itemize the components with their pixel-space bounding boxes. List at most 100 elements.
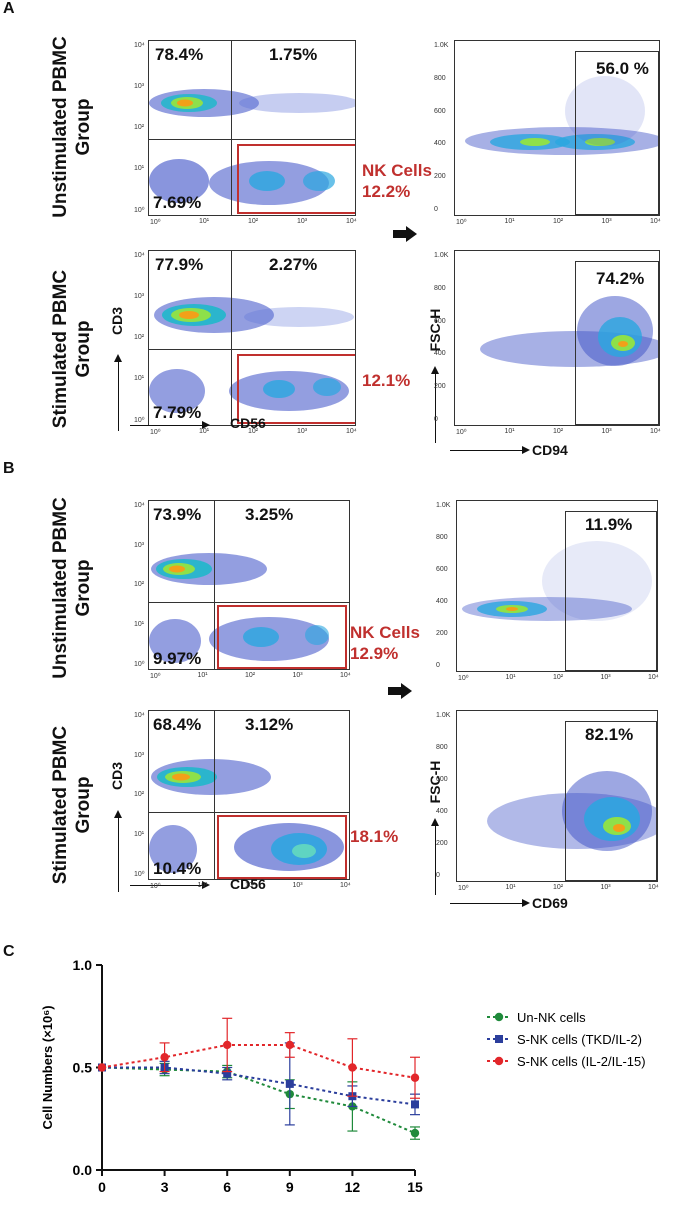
x-tick-label: 10³ — [600, 884, 611, 891]
nk-gate-b-unstim — [217, 605, 347, 669]
y-tick-label: 0 — [434, 416, 438, 423]
cd3-density — [149, 759, 344, 873]
cd94-label-a: CD94 — [532, 442, 568, 458]
y-tick-label: 10⁴ — [134, 502, 145, 509]
group-label-b-stim: Stimulated PBMC Group — [50, 725, 94, 885]
legend-marker — [494, 1056, 504, 1066]
x-tick-label: 10² — [245, 882, 256, 889]
data-point — [285, 1079, 294, 1088]
y-tick-label: 0 — [436, 662, 440, 669]
y-tick-label: 200 — [434, 173, 446, 181]
legend-marker — [494, 1012, 504, 1022]
group-label-a-unstim: Unstimulated PBMC Group — [50, 36, 94, 218]
x-tick-label: 10² — [553, 674, 564, 681]
y-tick-label: 10³ — [134, 541, 145, 549]
fsc-cd69-plot-b-unstim: 11.9% — [456, 500, 658, 672]
x-tick-label: 6 — [223, 1179, 231, 1195]
y-tick-label: 10⁴ — [134, 712, 145, 719]
y-tick-label: 0.0 — [73, 1162, 93, 1178]
y-tick-label: 10⁴ — [134, 42, 145, 49]
x-tick-label: 10⁰ — [150, 429, 161, 436]
y-tick-label: 200 — [434, 383, 446, 391]
y-tick-label: 10² — [134, 334, 145, 341]
legend-label: Un-NK cells — [517, 1010, 586, 1025]
y-tick-label: 10¹ — [134, 830, 145, 838]
cd56-arrow-b — [130, 881, 210, 889]
cd56-arrow-a — [130, 421, 210, 429]
y-tick-label: 10³ — [134, 83, 145, 90]
cd69-gate-b-unstim — [565, 511, 657, 671]
nk-label-a-stim: 12.1% — [362, 371, 411, 390]
data-point — [97, 1063, 107, 1072]
panel-c-letter: C — [3, 943, 15, 960]
x-tick-label: 10⁴ — [346, 428, 357, 435]
y-tick-label: 10² — [134, 124, 145, 131]
data-point — [223, 1069, 232, 1078]
series-line-1 — [102, 1066, 416, 1106]
x-tick-label: 10³ — [297, 428, 308, 435]
cd69-density — [487, 771, 657, 851]
panel-a-letter: A — [3, 0, 15, 17]
y-tick-label: 400 — [436, 808, 448, 815]
x-tick-label: 10¹ — [197, 882, 208, 889]
y-tick-label: 0.5 — [73, 1060, 93, 1076]
x-tick-label: 10⁴ — [648, 884, 659, 891]
data-point — [160, 1053, 169, 1062]
x-tick-label: 10³ — [297, 218, 308, 225]
cd94-density — [480, 296, 659, 367]
y-tick-label: 800 — [436, 744, 448, 751]
q-ul-b-stim: 68.4% — [153, 715, 202, 734]
x-tick-label: 10⁰ — [150, 883, 161, 890]
group-label-b-unstim: Unstimulated PBMC Group — [50, 497, 94, 679]
y-tick-label: 10⁰ — [134, 207, 145, 214]
y-tick-label: 10¹ — [134, 620, 145, 628]
y-tick-label: 600 — [436, 566, 448, 573]
group-label-a-stim: Stimulated PBMC Group — [50, 269, 94, 429]
x-tick-label: 10² — [248, 218, 259, 225]
y-tick-label: 200 — [436, 630, 448, 637]
y-tick-label: 10³ — [134, 751, 145, 759]
y-axis-label: Cell Numbers (×10⁶) — [40, 1005, 55, 1129]
x-tick-label: 12 — [345, 1179, 361, 1195]
cd94-gate-a-stim — [575, 261, 659, 425]
x-tick-label: 10⁴ — [340, 882, 351, 889]
y-tick-label: 10⁰ — [134, 661, 145, 668]
q-ll-b-unstim: 9.97% — [153, 649, 202, 668]
legend-marker — [495, 1035, 503, 1043]
nk-label-b-stim: 18.1% — [350, 827, 399, 846]
x-tick-label: 10¹ — [505, 674, 516, 681]
y-tick-label: 1.0K — [434, 252, 449, 259]
cd94-gate-a-unstim — [575, 51, 659, 215]
x-tick-label: 10⁰ — [150, 219, 161, 226]
x-tick-label: 10⁰ — [456, 429, 467, 436]
data-point — [285, 1040, 294, 1050]
y-tick-label: 800 — [434, 74, 446, 82]
cd94-density — [465, 76, 659, 155]
y-tick-label: 400 — [434, 140, 446, 148]
x-tick-label: 10² — [245, 672, 256, 679]
cd69-value-b-unstim: 11.9% — [585, 515, 633, 534]
x-tick-label: 10¹ — [505, 884, 516, 891]
x-tick-label: 10⁰ — [150, 673, 161, 680]
y-tick-label: 10⁴ — [134, 252, 145, 259]
q-ll-a-unstim: 7.69% — [153, 193, 202, 212]
x-tick-label: 10⁴ — [650, 428, 661, 435]
cd3-cd56-plot-b-unstim: 73.9% 3.25% 9.97% — [148, 500, 350, 670]
x-tick-label: 3 — [161, 1179, 169, 1195]
x-tick-label: 10² — [553, 884, 564, 891]
fsc-cd69-plot-b-stim: 82.1% — [456, 710, 658, 882]
x-tick-label: 9 — [286, 1179, 294, 1195]
cd3-density — [149, 297, 354, 413]
nk-gate-a-stim — [237, 354, 355, 424]
cd3-cd56-plot-b-stim: 68.4% 3.12% 10.4% — [148, 710, 350, 880]
y-tick-label: 10⁰ — [134, 417, 145, 424]
x-tick-label: 0 — [98, 1179, 106, 1195]
x-tick-label: 10⁰ — [456, 219, 467, 226]
y-tick-label: 400 — [436, 598, 448, 605]
q-ur-a-unstim: 1.75% — [269, 45, 318, 64]
data-point — [410, 1073, 420, 1082]
cd94-arrow-a — [450, 446, 530, 454]
x-tick-label: 10³ — [292, 882, 303, 889]
data-point — [410, 1128, 420, 1138]
x-tick-label: 10⁴ — [650, 218, 661, 225]
